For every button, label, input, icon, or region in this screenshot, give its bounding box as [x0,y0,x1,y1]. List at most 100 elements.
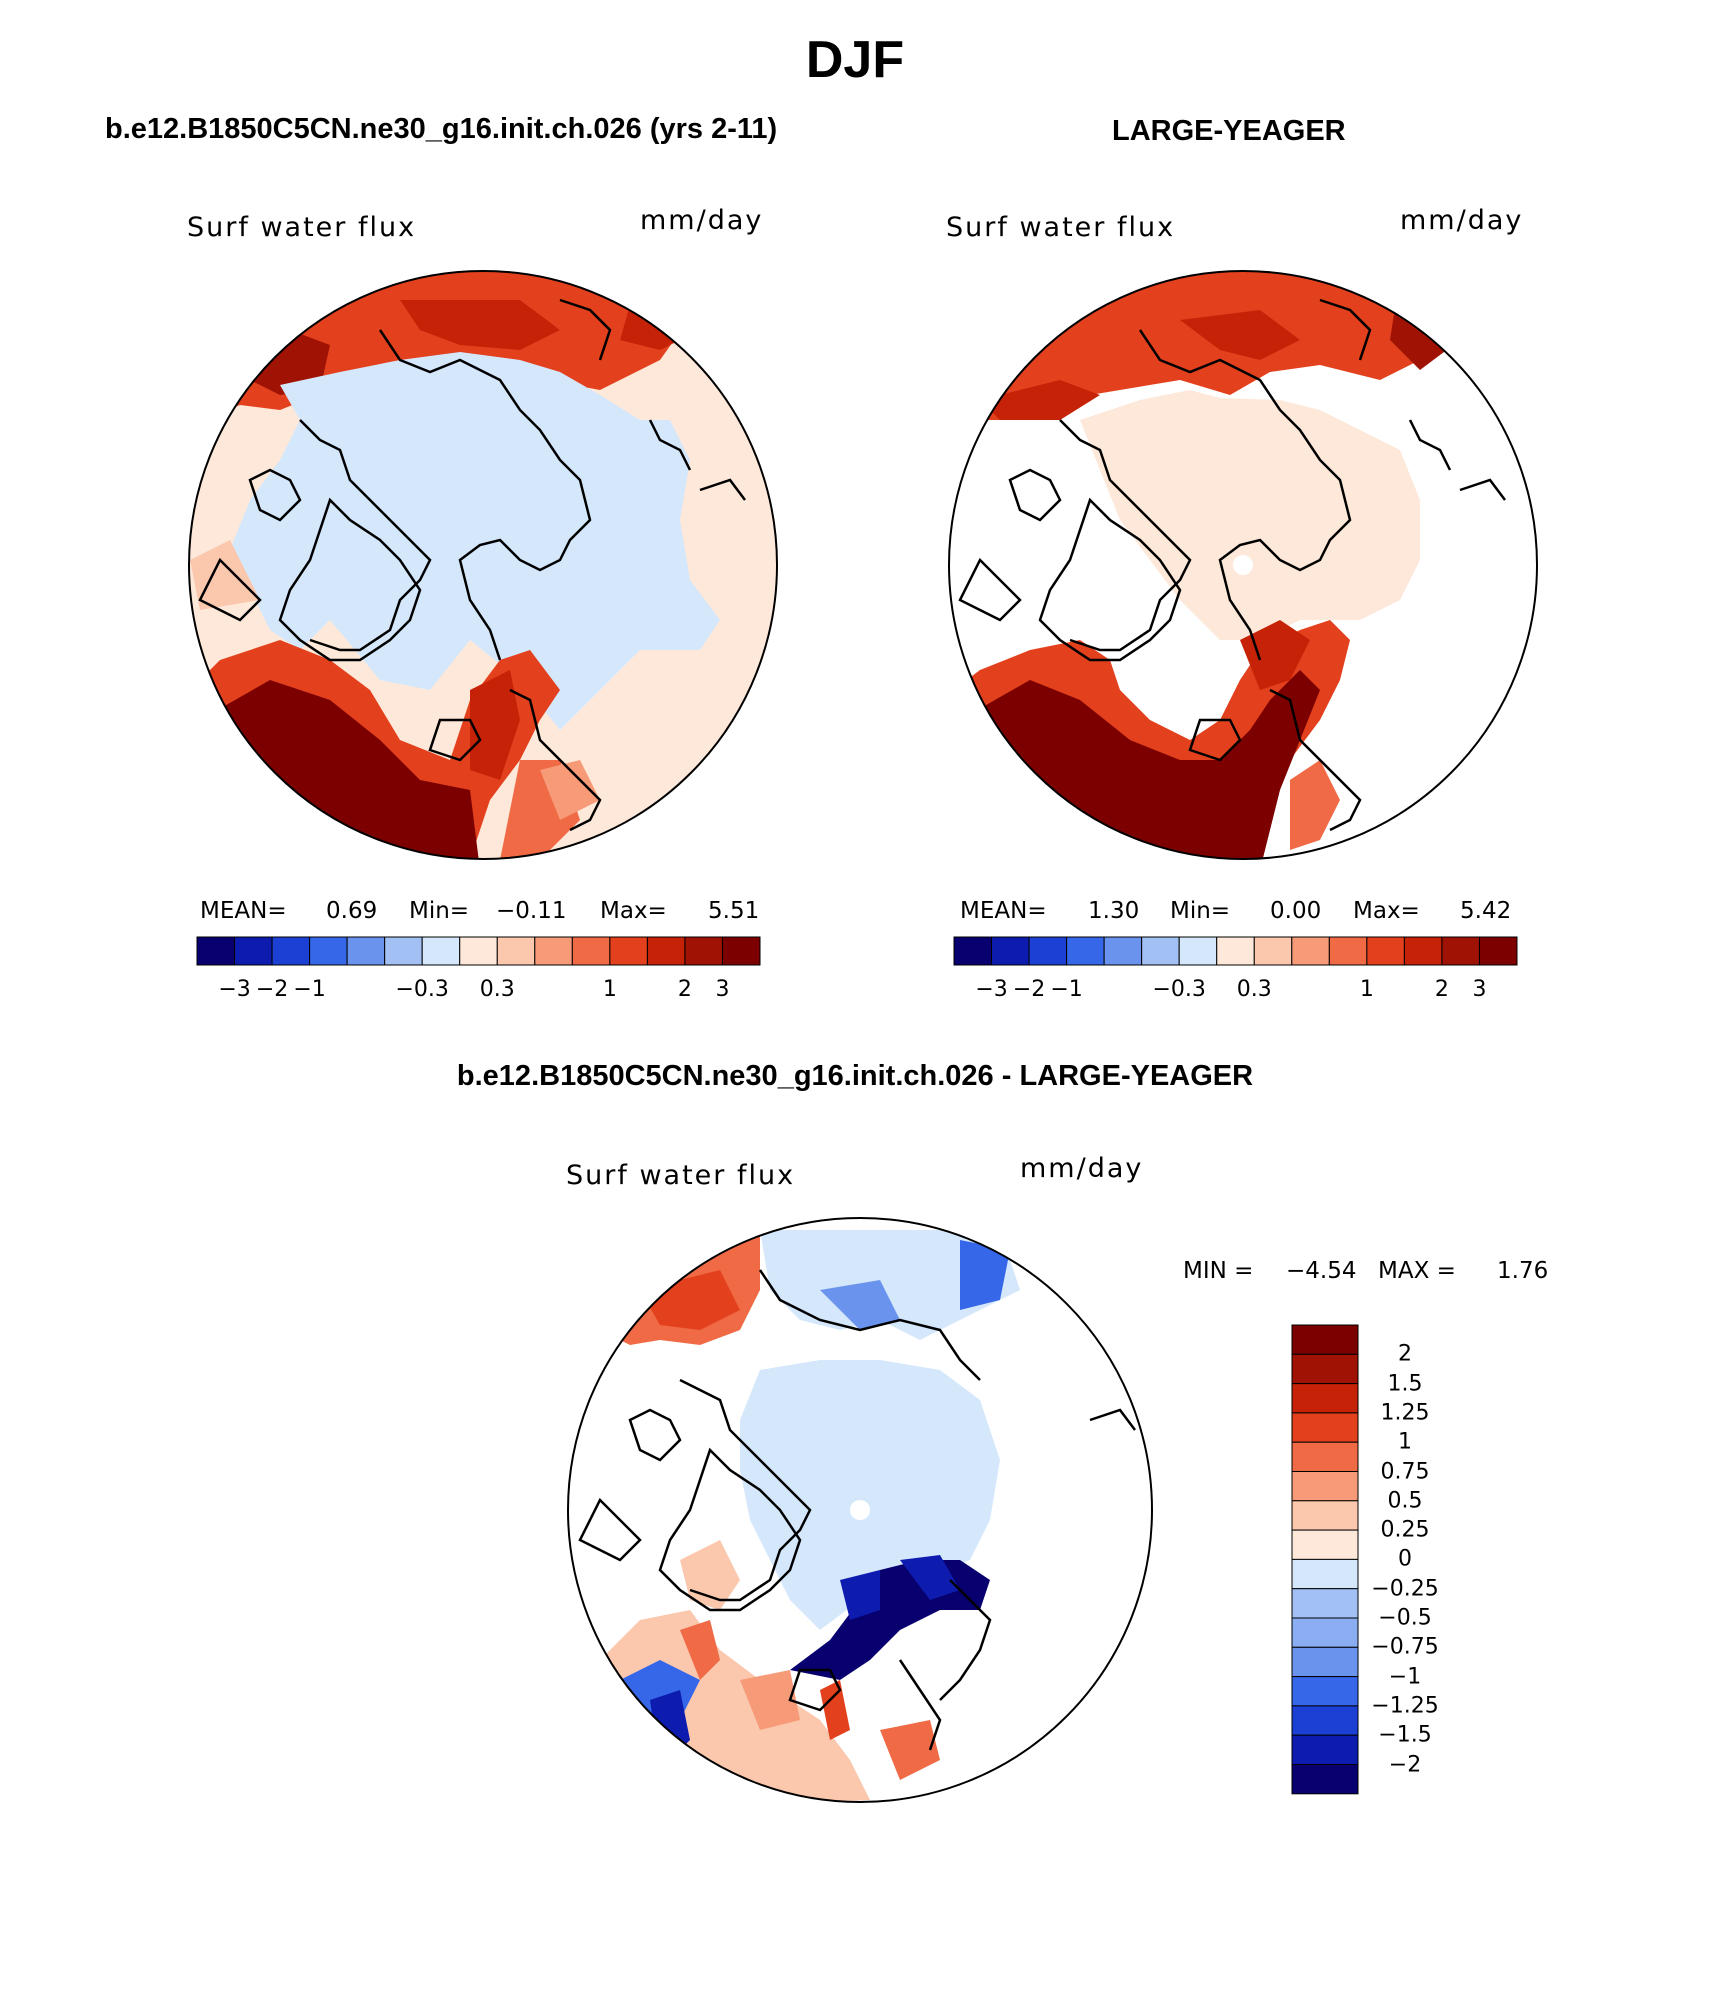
left-panel-title: b.e12.B1850C5CN.ne30_g16.init.ch.026 (yr… [105,113,778,145]
panel3-colorbar-tick-label: 0.25 [1380,1517,1430,1543]
panel1-colorbar-box [609,936,648,966]
panel2-colorbar-box [953,936,993,966]
panel3-colorbar-box [1291,1529,1359,1560]
panel3-colorbar-tick-label: −1.5 [1378,1722,1432,1748]
panel2-colorbar-tick-label: −1 [1050,977,1083,1002]
panel1-colorbar-box [346,936,386,966]
panel2-colorbar-tick-label: −0.3 [1152,977,1206,1002]
panel2-max-value: 5.42 [1460,898,1512,924]
panel3-colorbar-box [1291,1324,1359,1355]
panel2-colorbar-box [1216,936,1255,966]
panel3-colorbar-tick-label: 0.5 [1387,1488,1423,1514]
panel3-colorbar-tick-label: 1.5 [1387,1371,1423,1397]
panel1-colorbar-tick-label: 1 [602,977,617,1002]
panel1-colorbar-box [496,936,536,966]
panel2-colorbar-tick-label: −2 [1012,977,1046,1002]
panel3-colorbar-box [1291,1558,1359,1590]
panel2-max-label: Max= [1353,898,1420,924]
panel2-colorbar-box [1028,936,1068,966]
panel2-colorbar [953,936,1518,966]
panel3-colorbar-box [1291,1705,1359,1736]
panel3-colorbar-tick-label: −0.5 [1378,1605,1432,1631]
panel1-colorbar-box [459,936,498,966]
panel2-colorbar-box [1066,936,1105,966]
panel1-colorbar-tick-label: −3 [218,977,251,1002]
panel2-colorbar-box [1366,936,1405,966]
panel3-colorbar-box [1291,1471,1359,1502]
panel1-polar-map [188,270,778,860]
panel3-colorbar-box [1291,1412,1359,1443]
panel3-variable-label: Surf water flux [566,1160,796,1191]
panel1-mean-value: 0.69 [326,898,378,924]
panel1-colorbar-tick-label: 0.3 [479,977,515,1002]
panel3-min-label: MIN = [1183,1258,1254,1284]
panel3-colorbar-tick-label: −1 [1388,1664,1422,1690]
difference-title: b.e12.B1850C5CN.ne30_g16.init.ch.026 - L… [456,1060,1254,1092]
panel3-colorbar-box [1291,1500,1359,1531]
panel1-colorbar-tick-label: −2 [255,977,289,1002]
panel2-mean-value: 1.30 [1088,898,1140,924]
panel1-max-value: 5.51 [708,898,760,924]
right-panel-title: LARGE-YEAGER [1112,115,1346,147]
panel2-colorbar-tick-label: 0.3 [1236,977,1272,1002]
panel2-colorbar-box [1103,936,1143,966]
panel3-colorbar-box [1291,1646,1359,1678]
panel3-colorbar-tick-label: −2 [1388,1752,1422,1777]
panel3-max-value: 1.76 [1497,1258,1549,1284]
panel2-polar-map [948,270,1538,860]
panel1-colorbar-box [534,936,573,966]
panel2-colorbar-box [1178,936,1218,966]
panel3-colorbar-tick-label: −0.25 [1371,1576,1439,1602]
panel1-min-label: Min= [409,898,470,924]
panel1-units-label: mm/day [640,205,764,236]
panel3-min-value: −4.54 [1286,1258,1357,1284]
panel3-colorbar-tick-label: 0.75 [1380,1459,1430,1484]
panel1-variable-label: Surf water flux [187,212,417,243]
panel2-colorbar-tick-label: 2 [1434,977,1449,1002]
panel2-colorbar-box [1291,936,1330,966]
panel2-colorbar-box [1403,936,1443,966]
panel3-colorbar [1291,1324,1359,1795]
panel1-colorbar-box [384,936,423,966]
panel3-colorbar-tick-label: −1.25 [1371,1693,1439,1719]
panel3-units-label: mm/day [1020,1153,1144,1184]
panel1-mean-label: MEAN= [200,898,287,924]
panel2-min-label: Min= [1170,898,1231,924]
panel1-colorbar-box [234,936,273,966]
panel3-colorbar-tick-label: −0.75 [1371,1634,1439,1660]
panel2-colorbar-box [1478,936,1518,966]
panel1-colorbar-box [721,936,761,966]
panel2-colorbar-box [1141,936,1180,966]
panel1-colorbar-box [421,936,461,966]
panel1-colorbar-tick-label: 2 [677,977,692,1002]
panel1-colorbar-tick-label: −1 [293,977,326,1002]
panel2-min-value: 0.00 [1270,898,1322,924]
panel3-colorbar-box [1291,1383,1359,1414]
panel3-colorbar-box [1291,1676,1359,1707]
panel3-colorbar-tick-label: 2 [1398,1341,1412,1367]
panel2-colorbar-tick-label: −3 [975,977,1008,1002]
panel2-units-label: mm/day [1400,205,1524,236]
panel3-polar-map [567,1217,1153,1803]
panel1-colorbar-box [646,936,686,966]
panel2-colorbar-box [1328,936,1368,966]
panel2-mean-label: MEAN= [960,898,1047,924]
panel1-colorbar-box [684,936,723,966]
panel1-colorbar-box [196,936,236,966]
panel1-colorbar-box [309,936,348,966]
panel1-colorbar-tick-label: 3 [715,977,730,1002]
panel1-max-label: Max= [600,898,667,924]
panel1-colorbar [196,936,761,966]
panel3-colorbar-box [1291,1617,1359,1648]
panel3-colorbar-box [1291,1588,1359,1619]
panel1-colorbar-box [271,936,311,966]
panel2-colorbar-box [991,936,1030,966]
panel2-colorbar-tick-label: 1 [1359,977,1374,1002]
season-title: DJF [805,31,905,89]
panel1-min-value: −0.11 [496,898,567,924]
panel3-colorbar-box [1291,1734,1359,1765]
panel3-colorbar-box [1291,1764,1359,1795]
panel3-colorbar-box [1291,1441,1359,1472]
panel2-colorbar-tick-label: 3 [1472,977,1487,1002]
